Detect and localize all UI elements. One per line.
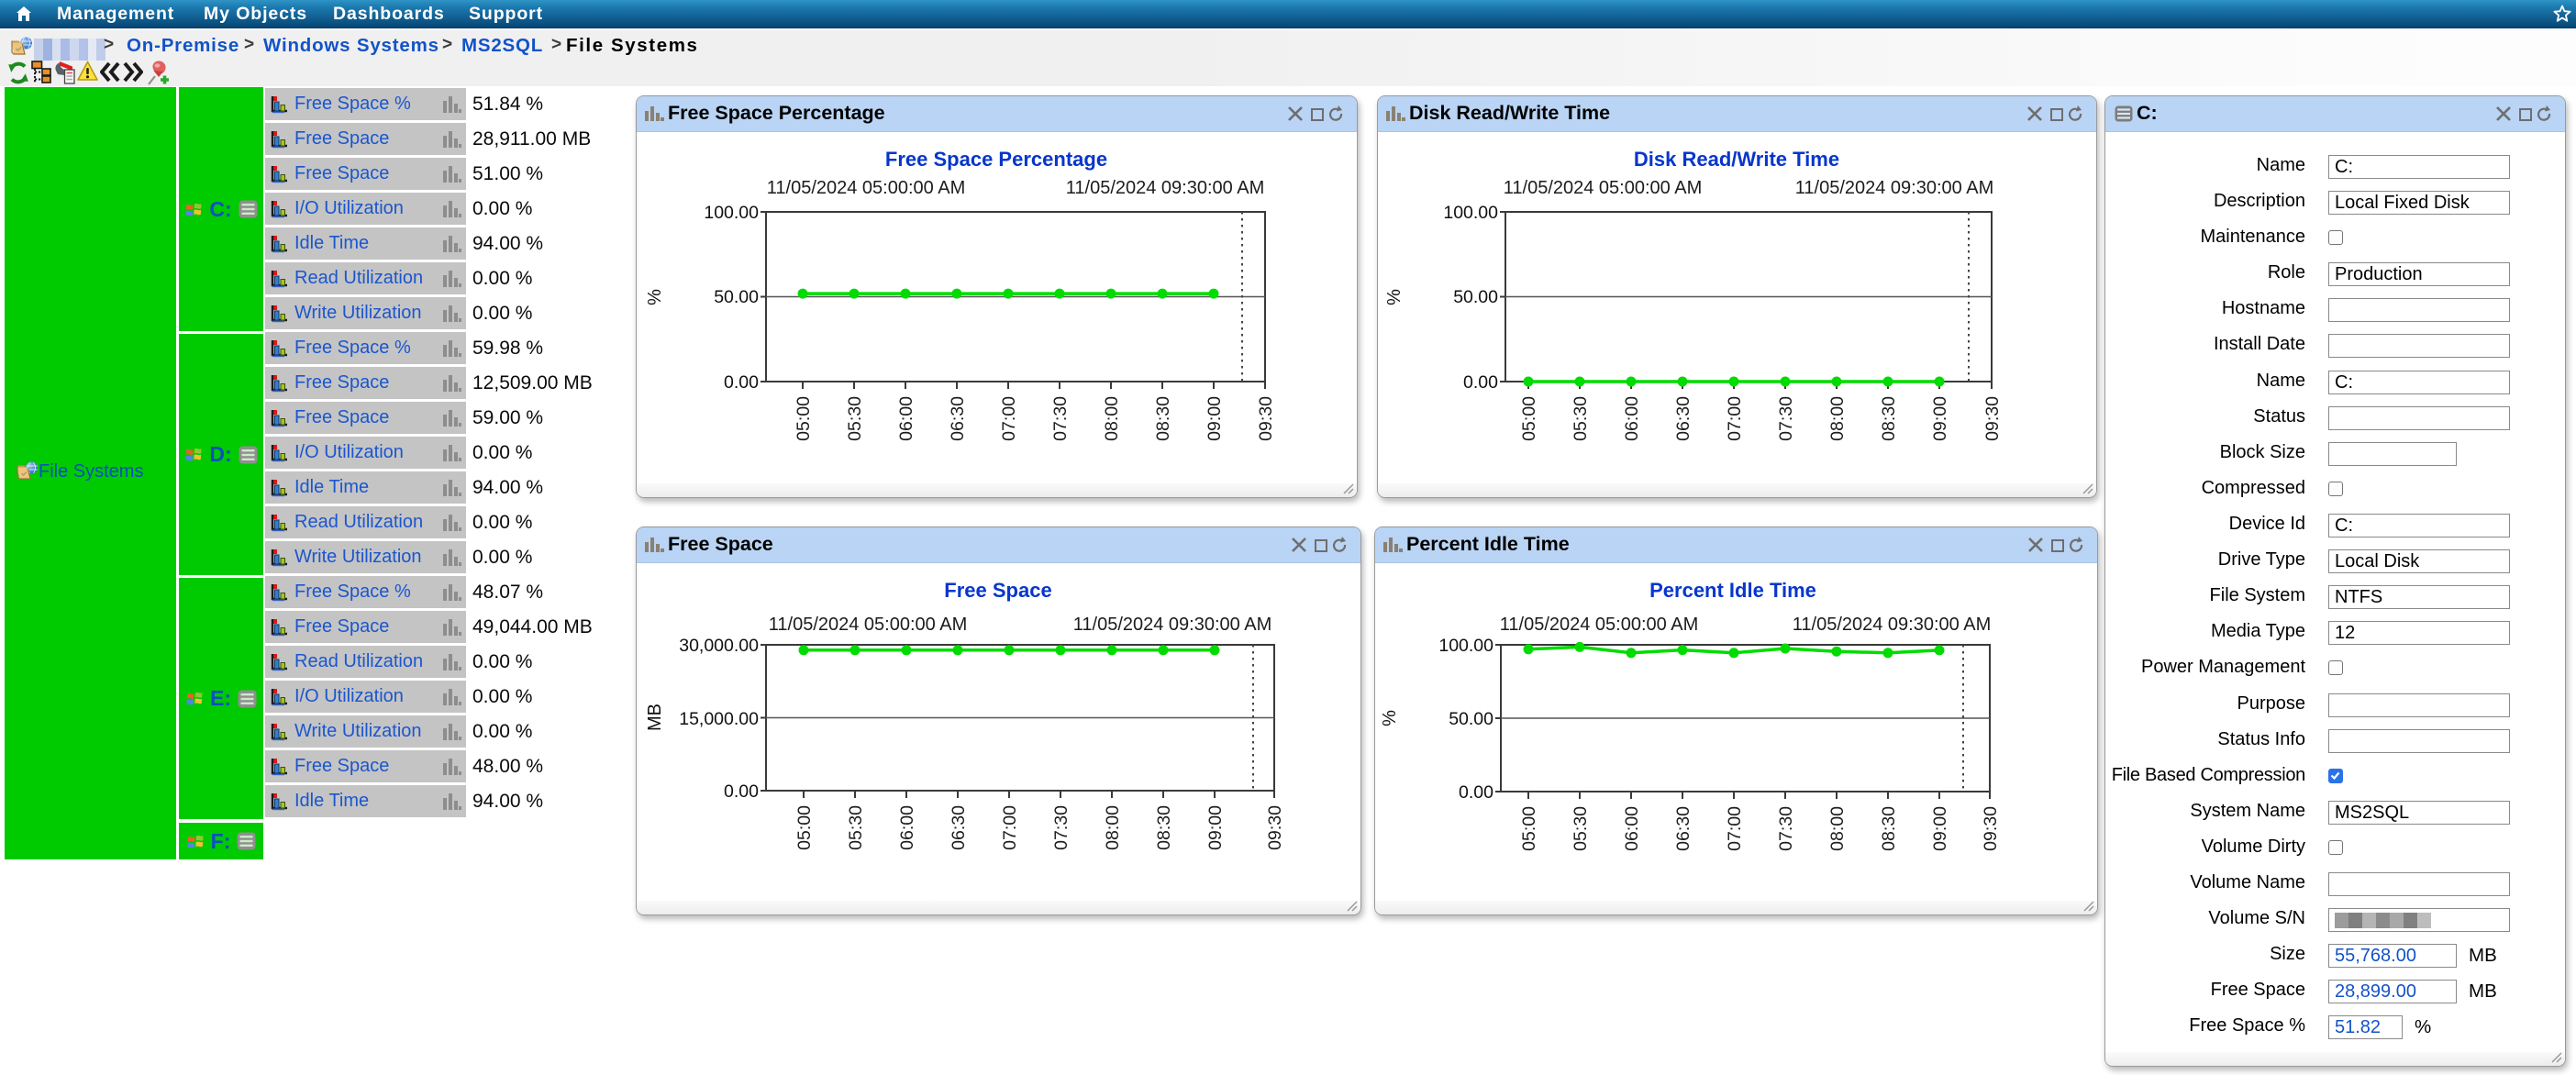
svg-text:06:00: 06:00 <box>1622 396 1642 441</box>
svg-text:11/05/2024 05:00:00 AM: 11/05/2024 05:00:00 AM <box>1500 615 1698 635</box>
svg-text:06:30: 06:30 <box>949 805 969 850</box>
svg-text:08:30: 08:30 <box>1153 396 1173 441</box>
svg-text:11/05/2024 09:30:00 AM: 11/05/2024 09:30:00 AM <box>1795 178 1993 198</box>
svg-text:30,000.00: 30,000.00 <box>679 636 759 656</box>
svg-text:MB: MB <box>645 704 665 731</box>
svg-text:07:00: 07:00 <box>1725 396 1745 441</box>
svg-text:06:30: 06:30 <box>1673 806 1693 851</box>
svg-text:07:30: 07:30 <box>1051 805 1071 850</box>
svg-text:05:00: 05:00 <box>794 805 815 850</box>
svg-text:06:30: 06:30 <box>1673 396 1693 441</box>
svg-text:07:30: 07:30 <box>1776 806 1796 851</box>
svg-text:Free Space: Free Space <box>944 579 1051 602</box>
svg-text:Percent Idle Time: Percent Idle Time <box>1649 579 1816 602</box>
svg-text:%: % <box>1380 710 1400 726</box>
svg-text:0.00: 0.00 <box>724 781 759 802</box>
svg-text:11/05/2024 05:00:00 AM: 11/05/2024 05:00:00 AM <box>1504 178 1702 198</box>
svg-text:08:00: 08:00 <box>1103 805 1123 850</box>
svg-text:50.00: 50.00 <box>1453 287 1498 307</box>
svg-text:05:30: 05:30 <box>846 805 866 850</box>
svg-text:50.00: 50.00 <box>1449 709 1493 729</box>
svg-text:100.00: 100.00 <box>704 203 759 223</box>
svg-text:Free Space Percentage: Free Space Percentage <box>885 148 1107 171</box>
svg-text:06:30: 06:30 <box>948 396 968 441</box>
svg-text:11/05/2024 09:30:00 AM: 11/05/2024 09:30:00 AM <box>1066 178 1264 198</box>
svg-text:15,000.00: 15,000.00 <box>679 709 759 729</box>
svg-text:09:00: 09:00 <box>1930 396 1950 441</box>
svg-text:07:00: 07:00 <box>1000 805 1020 850</box>
svg-text:08:00: 08:00 <box>1827 396 1848 441</box>
svg-text:07:00: 07:00 <box>1725 806 1745 851</box>
svg-text:05:30: 05:30 <box>1571 806 1591 851</box>
svg-text:09:30: 09:30 <box>1982 396 2003 441</box>
svg-text:08:00: 08:00 <box>1102 396 1122 441</box>
svg-text:09:30: 09:30 <box>1265 805 1285 850</box>
svg-text:%: % <box>645 289 665 305</box>
svg-text:0.00: 0.00 <box>1459 782 1493 803</box>
svg-text:07:30: 07:30 <box>1776 396 1796 441</box>
svg-text:Disk Read/Write Time: Disk Read/Write Time <box>1634 148 1839 171</box>
svg-text:08:30: 08:30 <box>1879 396 1899 441</box>
svg-text:09:00: 09:00 <box>1930 806 1950 851</box>
svg-text:0.00: 0.00 <box>724 372 759 393</box>
svg-text:08:30: 08:30 <box>1879 806 1899 851</box>
svg-text:08:00: 08:00 <box>1827 806 1848 851</box>
svg-text:06:00: 06:00 <box>897 805 917 850</box>
svg-text:09:00: 09:00 <box>1205 805 1226 850</box>
svg-text:09:30: 09:30 <box>1981 806 2001 851</box>
svg-text:%: % <box>1384 289 1405 305</box>
svg-text:05:30: 05:30 <box>845 396 865 441</box>
svg-text:06:00: 06:00 <box>1622 806 1642 851</box>
svg-text:11/05/2024 05:00:00 AM: 11/05/2024 05:00:00 AM <box>767 178 965 198</box>
svg-text:07:30: 07:30 <box>1050 396 1071 441</box>
svg-text:11/05/2024 09:30:00 AM: 11/05/2024 09:30:00 AM <box>1793 615 1991 635</box>
svg-text:05:00: 05:00 <box>1519 396 1539 441</box>
svg-text:0.00: 0.00 <box>1463 372 1498 393</box>
svg-text:07:00: 07:00 <box>999 396 1019 441</box>
svg-text:05:00: 05:00 <box>1519 806 1539 851</box>
svg-text:05:30: 05:30 <box>1571 396 1591 441</box>
svg-text:09:30: 09:30 <box>1256 396 1276 441</box>
svg-text:05:00: 05:00 <box>794 396 814 441</box>
svg-text:50.00: 50.00 <box>714 287 759 307</box>
svg-text:08:30: 08:30 <box>1154 805 1174 850</box>
svg-text:11/05/2024 09:30:00 AM: 11/05/2024 09:30:00 AM <box>1073 615 1271 635</box>
svg-text:06:00: 06:00 <box>896 396 916 441</box>
svg-text:100.00: 100.00 <box>1443 203 1498 223</box>
svg-text:11/05/2024 05:00:00 AM: 11/05/2024 05:00:00 AM <box>769 615 967 635</box>
svg-text:09:00: 09:00 <box>1205 396 1225 441</box>
svg-text:100.00: 100.00 <box>1438 636 1493 656</box>
